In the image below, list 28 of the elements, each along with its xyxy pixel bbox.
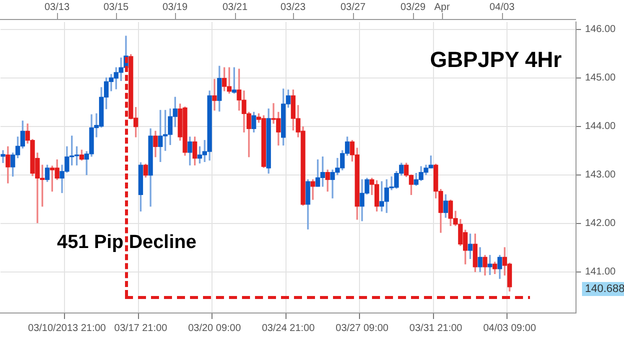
y-tick-label: 143.00 — [585, 170, 616, 181]
candlestick — [0, 150, 6, 163]
x-tick-label: 03/20 09:00 — [188, 322, 242, 334]
y-tick-label: 144.00 — [585, 121, 616, 132]
text: 03/21 — [222, 2, 248, 13]
y-tick-label: 146.00 — [585, 24, 616, 36]
text: 03/13 — [44, 2, 70, 13]
y-tick-label: 141.00 — [585, 266, 616, 278]
x-tick-label: 03/10/2013 21:00 — [28, 322, 106, 334]
text: GBPJPY 4Hr — [430, 47, 562, 72]
annotation: 451 Pip Decline — [57, 232, 196, 254]
text: 03/19 — [162, 2, 188, 13]
text: 140.688 — [585, 283, 624, 296]
candlestick — [212, 78, 217, 111]
text: 03/15 — [103, 2, 129, 13]
y-tick-label: 142.00 — [585, 218, 616, 230]
text: 03/29 — [400, 2, 426, 13]
x-tick-label: 03/24 21:00 — [262, 322, 316, 334]
x-tick-label: 03/17 21:00 — [114, 322, 168, 334]
text: Apr — [434, 2, 450, 13]
text: 03/27 — [340, 2, 366, 13]
y-tick-label: 145.00 — [585, 72, 616, 84]
x-tick-label: 03/31 21:00 — [409, 322, 463, 334]
candlestick — [488, 254, 492, 276]
x-tick-label: 04/03 09:00 — [483, 322, 536, 334]
text: 03/23 — [280, 2, 306, 13]
x-tick-label: 03/27 09:00 — [336, 322, 389, 334]
text: 04/03 — [489, 2, 515, 13]
